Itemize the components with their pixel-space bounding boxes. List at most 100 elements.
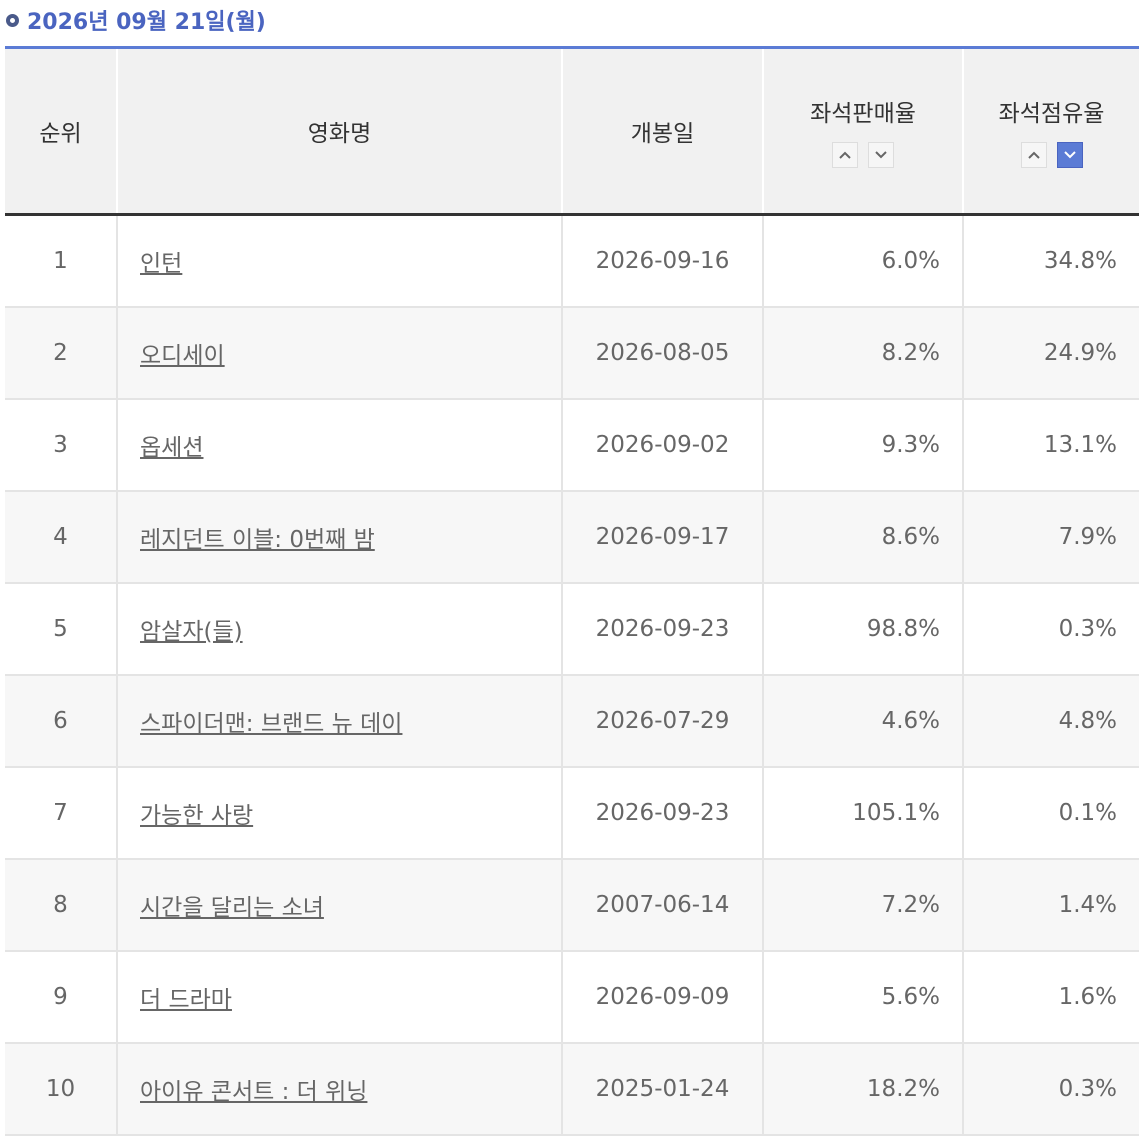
cell-text: 8.2% [881,340,940,366]
movie-link[interactable]: 레지던트 이블: 0번째 밤 [140,527,375,553]
date-text: 2026년 09월 21일(월) [27,10,266,35]
cell-text: 2026-09-16 [595,248,730,274]
cell-text: 2026-08-05 [595,340,730,366]
cell-text: 2026-07-29 [595,708,730,734]
column-header: 개봉일 [561,49,763,216]
cell-text: 13.1% [1043,432,1117,458]
cell: 4.8% [962,675,1139,768]
cell-text: 1 [53,248,68,274]
cell: 2025-01-24 [561,1043,763,1136]
table-row: 7 가능한 사랑 2026-09-23 105.1% 0.1% [5,767,1139,860]
cell-text: 2026-09-09 [595,984,730,1010]
table-row: 3 옵세션 2026-09-02 9.3% 13.1% [5,399,1139,492]
sort-ascending[interactable] [832,142,858,168]
cell-text: 24.9% [1043,340,1117,366]
movie-link[interactable]: 스파이더맨: 브랜드 뉴 데이 [140,711,403,737]
cell-text: 5 [53,616,68,642]
ranking-table: 순위 영화명 개봉일 좌석판매율 좌석점유율 1 인턴 2026-09-16 6.0% 34.8… [5,49,1139,1136]
sort-descending[interactable] [1056,142,1083,168]
cell: 옵세션 [116,399,562,492]
sort-buttons [765,142,961,168]
cell-text: 1.6% [1058,984,1117,1010]
cell: 인턴 [116,214,562,308]
movie-link[interactable]: 더 드라마 [140,987,232,1013]
cell: 1.6% [962,951,1139,1044]
cell-text: 2026-09-02 [595,432,730,458]
cell-text: 7.2% [881,892,940,918]
cell-text: 7.9% [1058,524,1117,550]
cell: 7.2% [762,859,963,952]
cell: 6.0% [762,214,963,308]
sort-descending[interactable] [868,142,894,168]
movie-link[interactable]: 시간을 달리는 소녀 [140,895,324,921]
cell: 5.6% [762,951,963,1044]
cell-text: 2025-01-24 [595,1076,730,1102]
cell: 스파이더맨: 브랜드 뉴 데이 [116,675,562,768]
cell: 13.1% [962,399,1139,492]
cell: 아이유 콘서트 : 더 위닝 [116,1043,562,1136]
cell: 2026-08-05 [561,307,763,400]
table-row: 1 인턴 2026-09-16 6.0% 34.8% [5,214,1139,308]
table-row: 8 시간을 달리는 소녀 2007-06-14 7.2% 1.4% [5,859,1139,952]
cell-text: 34.8% [1043,248,1117,274]
column-header: 순위 [5,49,117,216]
cell: 34.8% [962,214,1139,308]
movie-link[interactable]: 암살자(들) [140,619,243,645]
cell: 2026-09-23 [561,583,763,676]
table-row: 4 레지던트 이블: 0번째 밤 2026-09-17 8.6% 7.9% [5,491,1139,584]
cell: 9.3% [762,399,963,492]
cell-text: 3 [53,432,68,458]
cell: 18.2% [762,1043,963,1136]
cell: 1 [5,214,117,308]
table-row: 6 스파이더맨: 브랜드 뉴 데이 2026-07-29 4.6% 4.8% [5,675,1139,768]
cell: 4 [5,491,117,584]
movie-link[interactable]: 오디세이 [140,343,225,369]
cell: 4.6% [762,675,963,768]
cell: 9 [5,951,117,1044]
sort-ascending[interactable] [1020,142,1047,168]
cell-text: 105.1% [852,800,940,826]
cell: 더 드라마 [116,951,562,1044]
cell: 2026-09-17 [561,491,763,584]
table-row: 2 오디세이 2026-08-05 8.2% 24.9% [5,307,1139,400]
column-header: 영화명 [116,49,562,216]
cell-text: 9.3% [881,432,940,458]
cell-text: 9 [53,984,68,1010]
cell-text: 4 [53,524,68,550]
cell-text: 7 [53,800,68,826]
cell-text: 0.1% [1058,800,1117,826]
cell-text: 1.4% [1058,892,1117,918]
movie-link[interactable]: 인턴 [140,251,183,277]
cell-text: 4.6% [881,708,940,734]
cell-text: 18.2% [866,1076,940,1102]
date-heading: 2026년 09월 21일(월) [6,2,266,38]
movie-link[interactable]: 아이유 콘서트 : 더 위닝 [140,1079,368,1105]
cell-text: 8.6% [881,524,940,550]
cell-text: 4.8% [1058,708,1117,734]
column-title: 좌석점유율 [998,101,1105,127]
column-header: 좌석판매율 [762,49,963,216]
cell: 시간을 달리는 소녀 [116,859,562,952]
cell-text: 0.3% [1058,1076,1117,1102]
movie-link[interactable]: 옵세션 [140,435,204,461]
cell: 2026-09-16 [561,214,763,308]
column-title: 좌석판매율 [810,101,916,127]
cell: 6 [5,675,117,768]
cell: 2 [5,307,117,400]
cell: 7.9% [962,491,1139,584]
cell: 24.9% [962,307,1139,400]
cell-text: 8 [53,892,68,918]
cell-text: 2007-06-14 [595,892,730,918]
cell: 2026-09-02 [561,399,763,492]
column-title: 개봉일 [630,121,695,147]
cell: 98.8% [762,583,963,676]
cell: 2026-09-09 [561,951,763,1044]
cell: 0.1% [962,767,1139,860]
cell: 가능한 사랑 [116,767,562,860]
cell: 3 [5,399,117,492]
movie-link[interactable]: 가능한 사랑 [140,803,254,829]
cell: 0.3% [962,1043,1139,1136]
cell: 2026-07-29 [561,675,763,768]
cell: 오디세이 [116,307,562,400]
